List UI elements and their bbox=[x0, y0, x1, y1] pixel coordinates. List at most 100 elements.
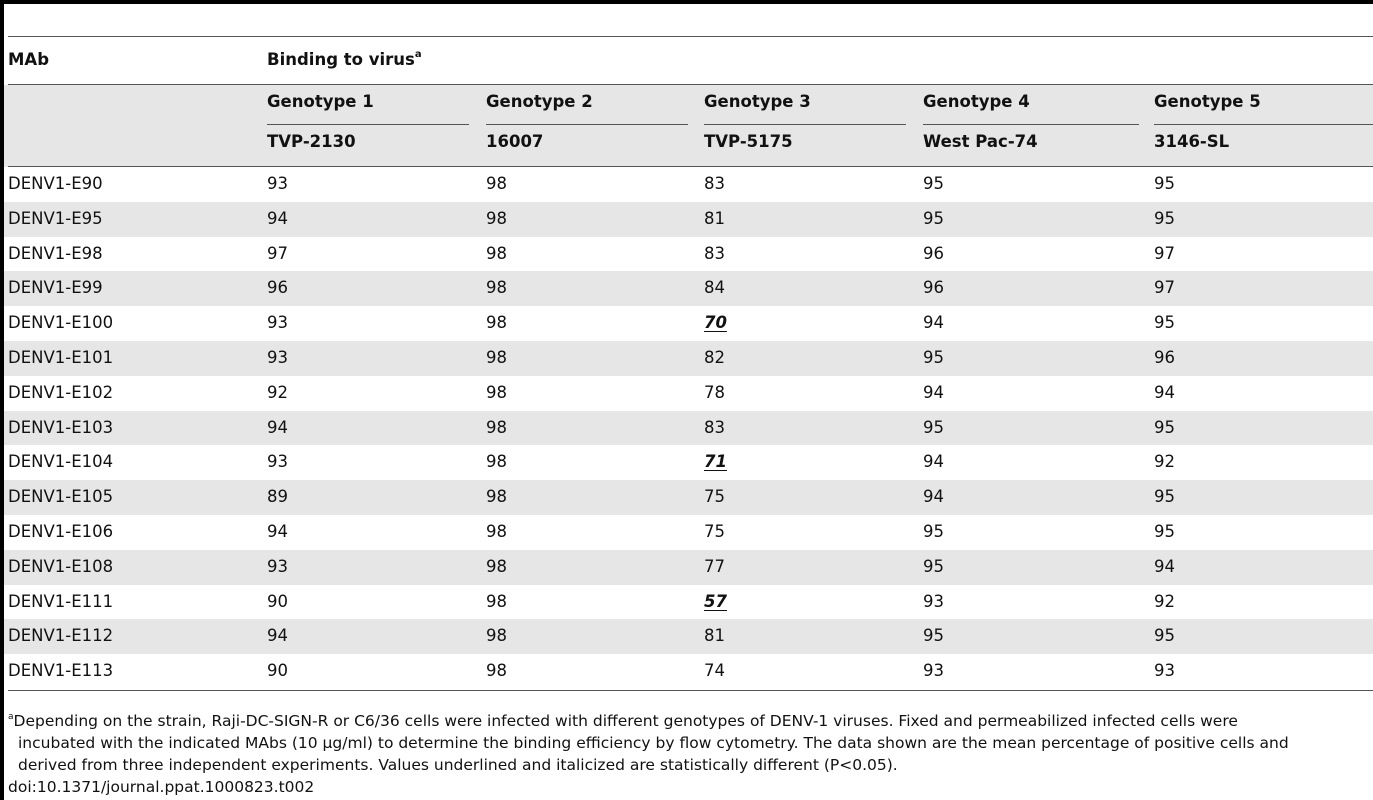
value-cell: 74 bbox=[704, 661, 725, 681]
value-cell: 93 bbox=[267, 348, 288, 367]
significant-value-cell: 71 bbox=[704, 452, 727, 472]
mab-cell: DENV1-E111 bbox=[8, 591, 114, 611]
table-row: DENV1-E105 89 98 75 94 95 bbox=[4, 480, 1373, 515]
genotype-rule bbox=[923, 124, 1139, 125]
value-cell: 97 bbox=[267, 243, 288, 263]
table-row: DENV1-E95 94 98 81 95 95 bbox=[4, 201, 1373, 237]
value-cell: 96 bbox=[923, 278, 944, 298]
value-cell: 94 bbox=[923, 452, 944, 472]
mab-cell: DENV1-E98 bbox=[8, 243, 103, 263]
value-cell: 94 bbox=[923, 382, 944, 402]
genotype-header: Genotype 1 bbox=[267, 92, 374, 111]
genotype-header: Genotype 4 bbox=[923, 92, 1030, 111]
genotype-rule bbox=[486, 124, 688, 125]
header-rule bbox=[8, 84, 1373, 85]
value-cell: 95 bbox=[923, 417, 944, 437]
value-cell: 96 bbox=[1154, 348, 1175, 367]
value-cell: 82 bbox=[704, 348, 725, 367]
table-row: DENV1-E98 97 98 83 96 97 bbox=[4, 237, 1373, 272]
value-cell: 95 bbox=[923, 174, 944, 193]
binding-header: Binding to virusa bbox=[267, 48, 422, 70]
value-cell: 94 bbox=[267, 626, 288, 646]
value-cell: 81 bbox=[704, 626, 725, 646]
table-row: DENV1-E108 93 98 77 95 94 bbox=[4, 549, 1373, 585]
doi-label: doi:10.1371/journal.ppat.1000823.t002 bbox=[8, 778, 315, 797]
value-cell: 95 bbox=[923, 556, 944, 576]
value-cell: 98 bbox=[486, 174, 507, 193]
table-row: DENV1-E112 94 98 81 95 95 bbox=[4, 619, 1373, 655]
value-cell: 98 bbox=[486, 313, 507, 333]
value-cell: 97 bbox=[1154, 278, 1175, 298]
left-border bbox=[0, 0, 4, 800]
table-row: DENV1-E90 93 98 83 95 95 bbox=[4, 167, 1373, 202]
value-cell: 98 bbox=[486, 556, 507, 576]
mab-cell: DENV1-E101 bbox=[8, 348, 114, 367]
significant-value-cell: 70 bbox=[704, 313, 727, 333]
value-cell: 95 bbox=[1154, 208, 1175, 228]
strain-header: 16007 bbox=[486, 132, 544, 151]
mab-cell: DENV1-E113 bbox=[8, 661, 114, 681]
strain-header: TVP-5175 bbox=[704, 132, 793, 151]
table-row: DENV1-E113 90 98 74 93 93 bbox=[4, 654, 1373, 689]
value-cell: 95 bbox=[923, 348, 944, 367]
value-cell: 95 bbox=[1154, 487, 1175, 507]
value-cell: 95 bbox=[923, 208, 944, 228]
value-cell: 81 bbox=[704, 208, 725, 228]
value-cell: 98 bbox=[486, 243, 507, 263]
value-cell: 75 bbox=[704, 522, 725, 541]
value-cell: 92 bbox=[1154, 591, 1175, 611]
value-cell: 92 bbox=[267, 382, 288, 402]
table-row: DENV1-E101 93 98 82 95 96 bbox=[4, 341, 1373, 376]
genotype-header: Genotype 5 bbox=[1154, 92, 1261, 111]
value-cell: 93 bbox=[1154, 661, 1175, 681]
value-cell: 83 bbox=[704, 417, 725, 437]
value-cell: 93 bbox=[923, 661, 944, 681]
value-cell: 90 bbox=[267, 661, 288, 681]
value-cell: 95 bbox=[1154, 313, 1175, 333]
value-cell: 78 bbox=[704, 382, 725, 402]
header-band bbox=[4, 85, 1373, 167]
mab-cell: DENV1-E112 bbox=[8, 626, 114, 646]
mab-cell: DENV1-E95 bbox=[8, 208, 103, 228]
value-cell: 98 bbox=[486, 452, 507, 472]
value-cell: 98 bbox=[486, 208, 507, 228]
mab-cell: DENV1-E100 bbox=[8, 313, 114, 333]
strain-header: 3146-SL bbox=[1154, 132, 1230, 151]
table-row: DENV1-E104 93 98 71 94 92 bbox=[4, 445, 1373, 480]
value-cell: 95 bbox=[1154, 522, 1175, 541]
mab-cell: DENV1-E108 bbox=[8, 556, 114, 576]
value-cell: 94 bbox=[923, 487, 944, 507]
table-row: DENV1-E99 96 98 84 96 97 bbox=[4, 271, 1373, 307]
value-cell: 94 bbox=[1154, 556, 1175, 576]
value-cell: 98 bbox=[486, 626, 507, 646]
table-row: DENV1-E102 92 98 78 94 94 bbox=[4, 376, 1373, 411]
value-cell: 98 bbox=[486, 348, 507, 367]
mab-cell: DENV1-E106 bbox=[8, 522, 114, 541]
genotype-header: Genotype 3 bbox=[704, 92, 811, 111]
value-cell: 93 bbox=[267, 452, 288, 472]
mab-header: MAb bbox=[8, 50, 50, 69]
mab-cell: DENV1-E99 bbox=[8, 278, 103, 298]
strain-header: TVP-2130 bbox=[267, 132, 356, 151]
value-cell: 93 bbox=[267, 174, 288, 193]
value-cell: 98 bbox=[486, 591, 507, 611]
footnote: aDepending on the strain, Raji-DC-SIGN-R… bbox=[8, 707, 1364, 798]
mab-cell: DENV1-E90 bbox=[8, 174, 103, 193]
value-cell: 94 bbox=[267, 417, 288, 437]
mab-cell: DENV1-E104 bbox=[8, 452, 114, 472]
value-cell: 95 bbox=[1154, 626, 1175, 646]
value-cell: 93 bbox=[267, 313, 288, 333]
value-cell: 77 bbox=[704, 556, 725, 576]
table-row: DENV1-E103 94 98 83 95 95 bbox=[4, 410, 1373, 446]
value-cell: 95 bbox=[1154, 174, 1175, 193]
genotype-rule bbox=[267, 124, 469, 125]
value-cell: 96 bbox=[923, 243, 944, 263]
value-cell: 98 bbox=[486, 278, 507, 298]
mab-cell: DENV1-E103 bbox=[8, 417, 114, 437]
value-cell: 95 bbox=[923, 626, 944, 646]
body-top-rule bbox=[8, 166, 1373, 167]
value-cell: 83 bbox=[704, 243, 725, 263]
significant-value-cell: 57 bbox=[704, 591, 727, 611]
value-cell: 93 bbox=[923, 591, 944, 611]
value-cell: 89 bbox=[267, 487, 288, 507]
